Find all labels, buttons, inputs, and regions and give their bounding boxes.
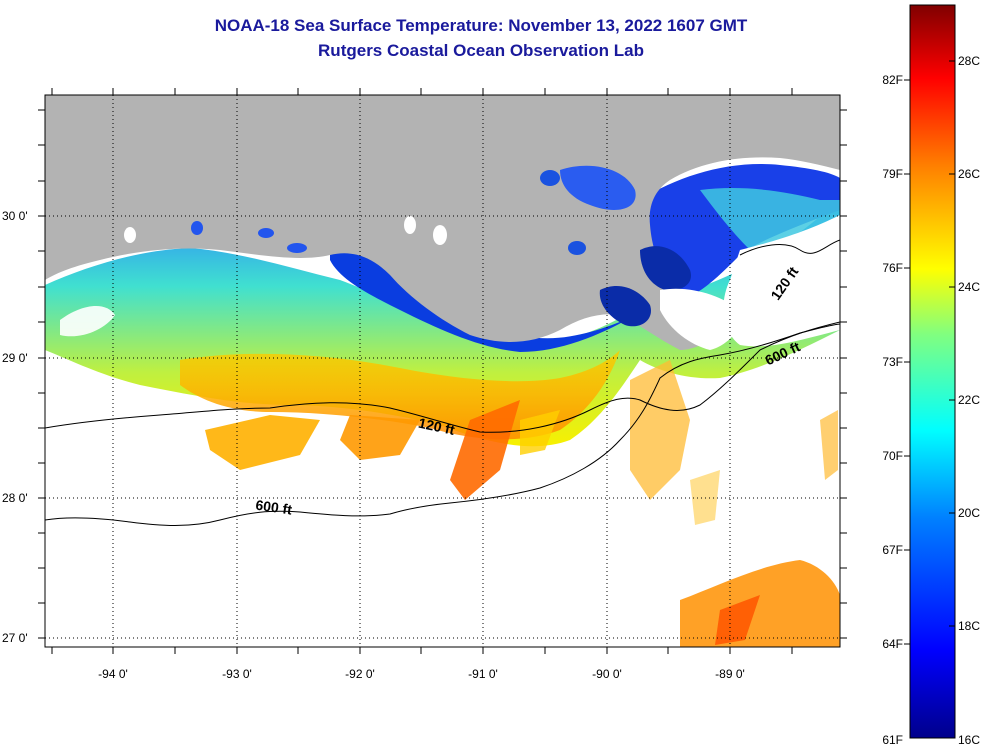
land-mass (45, 95, 840, 350)
longitude-labels: -94 0' -93 0' -92 0' -91 0' -90 0' -89 0… (98, 667, 745, 681)
colorbar (909, 4, 956, 739)
title-line-1: NOAA-18 Sea Surface Temperature: Novembe… (214, 16, 748, 35)
lon-label: -94 0' (98, 667, 128, 681)
inland-lake (124, 227, 136, 243)
colorbar-f-label: 76F (882, 261, 903, 275)
contour-120ft-east (739, 239, 840, 256)
colorbar-f-label: 61F (882, 733, 903, 747)
colorbar-ticks (904, 60, 955, 645)
sound-warm-water (700, 188, 840, 250)
colorbar-c-label: 28C (958, 54, 980, 68)
warm-streak-east (820, 410, 838, 480)
lat-label: 29 0' (2, 351, 28, 365)
lon-label: -92 0' (345, 667, 375, 681)
warm-streak (340, 415, 420, 460)
inland-lake (191, 221, 203, 235)
colorbar-f-label: 79F (882, 167, 903, 181)
contour-label-600ft-west: 600 ft (255, 497, 294, 518)
lon-label: -90 0' (592, 667, 622, 681)
inland-lake (404, 216, 416, 234)
colorbar-f-label: 64F (882, 637, 903, 651)
warm-streak-southeast (715, 595, 760, 645)
contour-label-120ft-mid: 120 ft (417, 415, 456, 438)
title-line-2: Rutgers Coastal Ocean Observation Lab (318, 41, 644, 60)
warm-streak (520, 410, 560, 455)
lon-label: -89 0' (715, 667, 745, 681)
colorbar-c-label: 24C (958, 280, 980, 294)
inland-lake (540, 170, 560, 186)
contour-600ft (45, 323, 840, 526)
colorbar-f-label: 82F (882, 73, 903, 87)
delta-water (599, 285, 651, 327)
delta-no-data (660, 288, 741, 350)
colorbar-f-label: 70F (882, 449, 903, 463)
inland-lake (287, 243, 307, 253)
tick-marks (38, 88, 847, 654)
graticule (45, 95, 840, 647)
colorbar-fahrenheit-labels: 82F 79F 76F 73F 70F 67F 64F 61F (882, 73, 903, 747)
cloud-no-data (60, 305, 115, 337)
lon-label: -93 0' (222, 667, 252, 681)
inland-lake (560, 165, 636, 210)
colorbar-c-label: 20C (958, 506, 980, 520)
inland-lake (433, 225, 447, 245)
latitude-labels: 30 0' 29 0' 28 0' 27 0' (2, 209, 28, 645)
colorbar-f-label: 67F (882, 543, 903, 557)
delta-water (640, 246, 691, 291)
map-frame (44, 94, 841, 648)
lat-label: 30 0' (2, 209, 28, 223)
warm-streak (630, 360, 690, 500)
colorbar-c-label: 18C (958, 619, 980, 633)
lon-label: -91 0' (468, 667, 498, 681)
colorbar-f-label: 73F (882, 355, 903, 369)
warm-streak (205, 415, 320, 470)
colorbar-c-label: 16C (958, 733, 980, 747)
warm-streak (450, 400, 520, 500)
inland-lake (258, 228, 274, 238)
lat-label: 28 0' (2, 491, 28, 505)
contour-120ft (45, 321, 840, 433)
inland-lake (568, 241, 586, 255)
lat-label: 27 0' (2, 631, 28, 645)
colorbar-c-label: 22C (958, 393, 980, 407)
colorbar-celsius-labels: 28C 26C 24C 22C 20C 18C 16C (958, 54, 980, 747)
colorbar-c-label: 26C (958, 167, 980, 181)
cloud-no-data (723, 215, 840, 347)
map-data-layer (45, 95, 840, 647)
